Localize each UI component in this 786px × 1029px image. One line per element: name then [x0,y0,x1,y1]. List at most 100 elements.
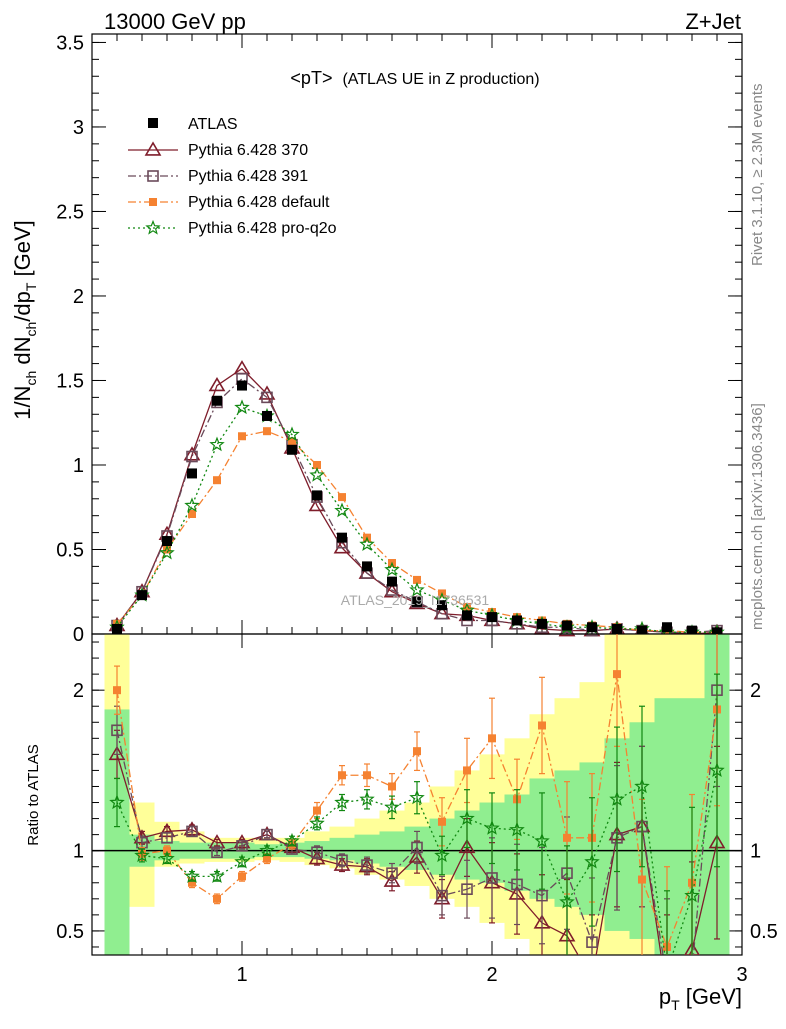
ratio-point [634,778,650,794]
main-panel: 1 2 3 0 0.5 1 1.5 2 2.5 3 3.5 0.5 0.5 1 1 2 2 [56,32,778,986]
legend: ATLAS Pythia 6.428 370 Pythia 6.428 391 Pyt… [128,116,337,237]
ratio-point [511,878,523,891]
ratio-point [311,846,323,859]
y-tick-label-main: 2 [73,286,84,308]
data-point [587,622,597,633]
x-tick-label: 3 [736,964,747,986]
x-axis-label: pT [GeV] [659,984,742,1013]
ratio-point [386,867,398,879]
ratio-point [184,868,200,883]
atlas-data [112,380,722,638]
ratio-point [461,883,473,895]
data-point [337,532,347,543]
series-point [208,376,226,392]
ratio-point [409,789,425,805]
data-point [412,596,422,607]
ratio-point [534,832,550,848]
data-point [687,625,697,636]
ratio-point [161,832,173,844]
series-point [334,502,350,518]
ratio-point [384,799,400,814]
ratio-point [563,833,571,842]
x-tick-label: 2 [486,964,497,986]
series-point [288,437,296,446]
data-point [437,600,447,611]
ratio-point [333,856,351,871]
series-point [209,436,225,452]
ratio-point [388,782,396,791]
ratio-point [109,794,125,810]
ratio-point [486,872,498,884]
data-point [712,627,722,638]
data-point [137,590,147,601]
ratio-point [458,838,476,854]
series-point [488,608,496,617]
legend-label: Pythia 6.428 370 [188,142,308,159]
series-point [413,575,421,584]
ratio-point [638,875,646,884]
ratio-tick-label-right: 1 [750,841,761,863]
data-point [612,623,622,634]
data-point [512,615,522,626]
ratio-point [313,806,321,815]
legend-marker-atlas [148,118,158,128]
legend-label-atlas: ATLAS [188,116,238,133]
main-ylabel: 1/Nch dNch/dpT [GeV] [10,220,39,420]
series-point [384,561,400,577]
ratio-point [336,854,348,867]
ratio-point [459,810,475,826]
series-point [409,581,425,597]
series-point [188,510,196,518]
ratio-point [259,842,275,858]
main-title: <pT> (ATLAS UE in Z production) [290,68,539,88]
rivet-label: Rivet 3.1.10, ≥ 2.3M events [749,84,766,267]
series-point [184,497,200,513]
ratio-point [261,828,273,841]
series-point [183,446,201,461]
data-point [287,444,297,455]
legend-label: Pythia 6.428 391 [188,168,308,185]
ratio-point [263,854,271,863]
ratio-point [234,853,250,869]
ratio-point [584,853,600,869]
ratio-point [684,887,700,903]
ratio-point [559,893,575,909]
ratio-panel [91,633,743,956]
ratio-tick-label-right: 2 [750,680,761,702]
y-tick-label-main: 2.5 [56,201,84,223]
legend-marker [145,219,161,235]
ticks: 1 2 3 0 0.5 1 1.5 2 2.5 3 3.5 0.5 0.5 1 1 2 2 [56,32,778,986]
ratio-point [586,936,598,948]
ratio-point [536,889,548,902]
series-point [284,426,300,442]
series-point [234,399,250,415]
ratio-tick-label-right: 0.5 [750,921,778,943]
ratio-point [413,747,421,756]
y-tick-label-main: 0.5 [56,539,84,561]
data-point [262,410,272,421]
ratio-point [188,878,196,887]
stat-uncertainty-band [379,831,405,867]
data-point [162,536,172,547]
data-point [312,490,322,501]
data-point [662,622,672,633]
ratio-point [213,894,221,903]
svg-text:<pT> (ATLAS UE in Z prod: <pT> (ATLAS UE in Z production) [290,68,539,88]
y-tick-label-main: 3 [73,117,84,139]
legend-marker [144,141,162,156]
ratio-point [538,721,546,730]
data-point [387,576,397,587]
data-point [187,468,197,479]
main-subtitle-text: (ATLAS UE in Z production) [342,71,539,88]
ratio-point [238,872,246,881]
ratio-point [359,791,375,806]
ratio-point [436,889,448,902]
y-tick-label-main: 3.5 [56,32,84,54]
ratio-point [613,670,621,679]
ratio-point [236,840,248,852]
mcplots-label: mcplots.cern.ch [arXiv:1306.3436] [749,403,766,630]
series-point [238,432,246,441]
ratio-frame [91,633,743,956]
series-point [113,619,121,628]
